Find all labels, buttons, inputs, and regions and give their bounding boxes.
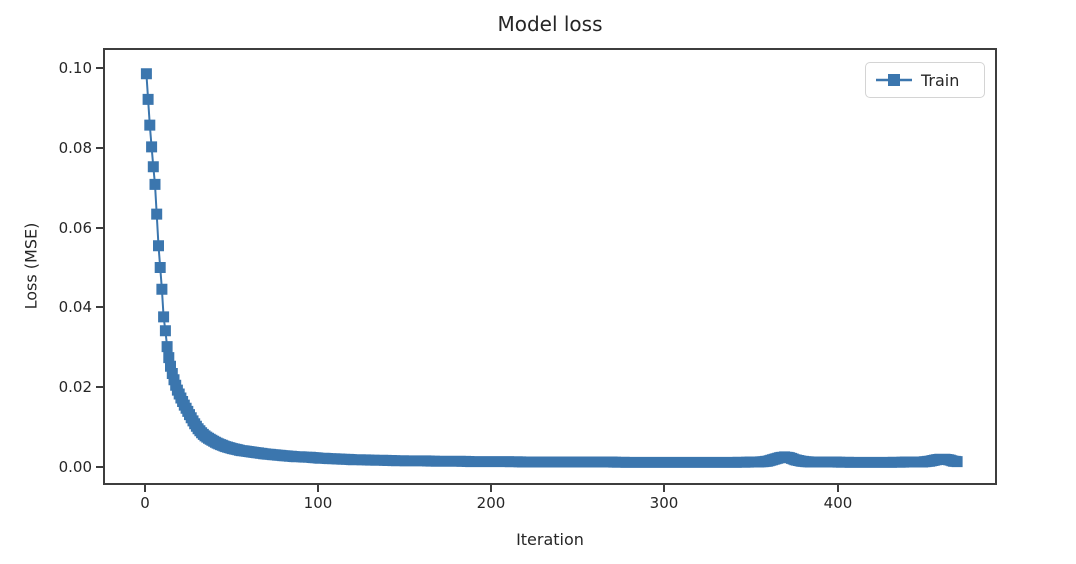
legend-line-marker-icon bbox=[876, 74, 912, 86]
x-tick-label: 300 bbox=[649, 494, 679, 512]
x-tick-label: 100 bbox=[303, 494, 333, 512]
legend-label: Train bbox=[921, 70, 960, 90]
y-tick-mark bbox=[96, 147, 103, 149]
y-tick-label: 0.02 bbox=[58, 378, 92, 396]
x-tick-label: 200 bbox=[476, 494, 506, 512]
x-tick-mark bbox=[837, 485, 839, 492]
legend: Train bbox=[865, 62, 985, 98]
y-tick-label: 0.04 bbox=[58, 298, 92, 316]
plot-area bbox=[103, 48, 997, 485]
y-tick-mark bbox=[96, 386, 103, 388]
y-tick-label: 0.00 bbox=[58, 458, 92, 476]
x-tick-label: 0 bbox=[140, 494, 150, 512]
x-tick-mark bbox=[144, 485, 146, 492]
y-tick-mark bbox=[96, 67, 103, 69]
x-tick-label: 400 bbox=[823, 494, 853, 512]
y-tick-mark bbox=[96, 466, 103, 468]
train-loss-curve bbox=[140, 68, 963, 468]
y-tick-label: 0.10 bbox=[58, 59, 92, 77]
y-tick-label: 0.06 bbox=[58, 219, 92, 237]
x-tick-mark bbox=[490, 485, 492, 492]
x-tick-mark bbox=[317, 485, 319, 492]
chart-title: Model loss bbox=[497, 12, 603, 36]
x-tick-mark bbox=[663, 485, 665, 492]
x-axis-label: Iteration bbox=[516, 530, 584, 549]
y-tick-label: 0.08 bbox=[58, 139, 92, 157]
y-tick-mark bbox=[96, 306, 103, 308]
y-tick-mark bbox=[96, 227, 103, 229]
